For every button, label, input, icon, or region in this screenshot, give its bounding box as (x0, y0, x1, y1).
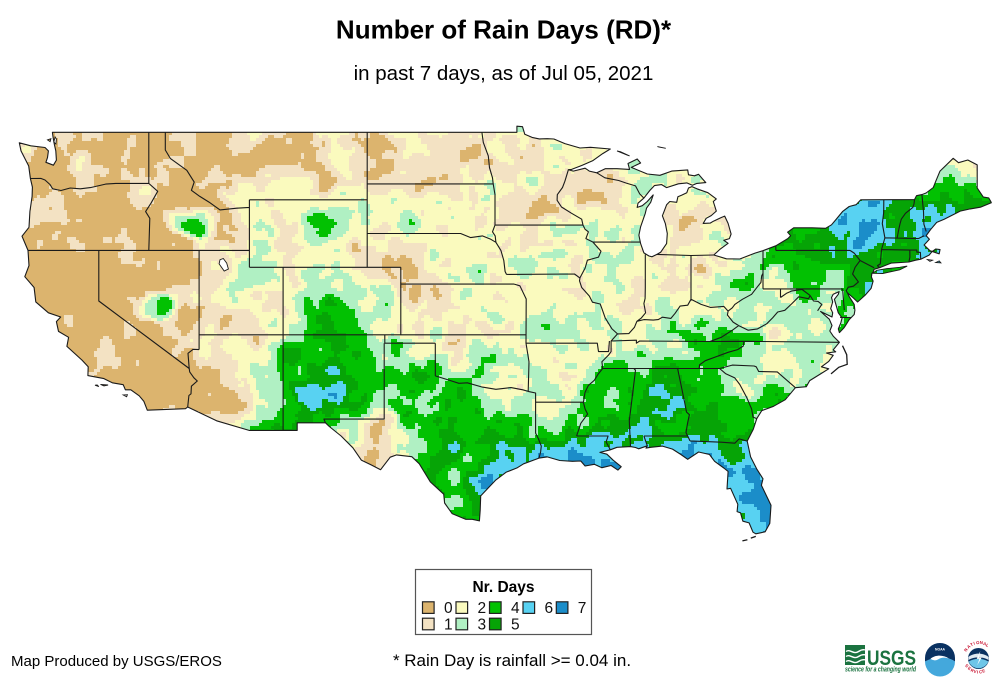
svg-text:N: N (980, 640, 984, 645)
svg-text:5: 5 (511, 617, 520, 634)
svg-text:NOAA: NOAA (935, 648, 946, 652)
svg-text:R: R (970, 667, 975, 673)
svg-text:Number of Rain Days (RD)*: Number of Rain Days (RD)* (336, 15, 672, 45)
svg-text:USGS: USGS (867, 646, 916, 670)
svg-text:6: 6 (545, 600, 554, 617)
svg-text:E: E (967, 665, 972, 671)
svg-text:V: V (973, 669, 977, 674)
svg-text:I: I (977, 670, 978, 675)
svg-text:T: T (969, 642, 974, 648)
svg-text:7: 7 (578, 600, 587, 617)
svg-text:A: A (983, 641, 987, 647)
svg-text:2: 2 (478, 600, 487, 617)
svg-text:in past 7 days, as of Jul 05,: in past 7 days, as of Jul 05, 2021 (354, 62, 654, 85)
svg-text:3: 3 (478, 617, 487, 634)
svg-text:Nr. Days: Nr. Days (472, 579, 534, 596)
svg-text:E: E (982, 668, 986, 674)
svg-text:0: 0 (444, 600, 453, 617)
svg-text:1: 1 (444, 617, 453, 634)
svg-text:science for a changing world: science for a changing world (845, 667, 917, 674)
svg-text:4: 4 (511, 600, 520, 617)
svg-text:S: S (964, 663, 970, 669)
svg-text:I: I (973, 641, 975, 646)
svg-text:A: A (966, 644, 972, 650)
svg-text:O: O (976, 640, 981, 645)
svg-text:Map Produced by USGS/EROS: Map Produced by USGS/EROS (11, 653, 222, 670)
svg-text:* Rain Day is rainfall >= 0.04: * Rain Day is rainfall >= 0.04 in. (393, 651, 631, 670)
svg-text:L: L (985, 642, 990, 648)
svg-text:N: N (963, 647, 969, 653)
svg-text:C: C (979, 669, 983, 674)
